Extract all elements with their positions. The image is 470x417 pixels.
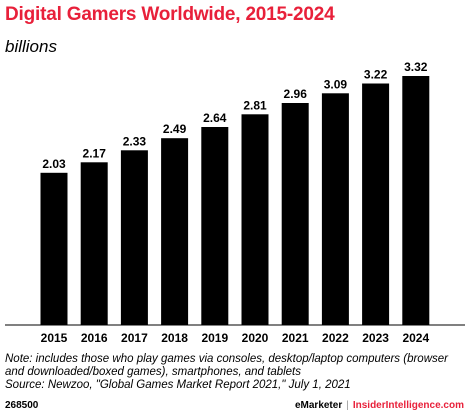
x-tick-label-2024: 2024 xyxy=(402,331,429,345)
bar-2022 xyxy=(321,93,349,326)
x-tick-label-2021: 2021 xyxy=(282,331,309,345)
x-tick-label-2017: 2017 xyxy=(121,331,148,345)
bar-2021 xyxy=(281,103,309,325)
chart-id: 268500 xyxy=(5,400,39,411)
x-tick-label-2019: 2019 xyxy=(201,331,228,345)
bar-2019 xyxy=(201,127,229,325)
x-tick-label-2015: 2015 xyxy=(41,331,68,345)
bar-value-label-2023: 3.22 xyxy=(364,68,388,82)
chart-note: Note: includes those who play games via … xyxy=(5,353,448,378)
bar-value-label-2017: 2.33 xyxy=(123,134,147,148)
brand-insider-intelligence: InsiderIntelligence.com xyxy=(352,400,464,411)
bar-2017 xyxy=(120,150,148,326)
bar-2020 xyxy=(241,114,269,326)
bar-value-label-2018: 2.49 xyxy=(163,122,187,136)
bar-2023 xyxy=(362,83,390,325)
bar-2018 xyxy=(161,138,189,325)
x-tick-label-2022: 2022 xyxy=(322,331,349,345)
x-tick-label-2023: 2023 xyxy=(362,331,389,345)
x-tick-label-2020: 2020 xyxy=(242,331,269,345)
bar-2016 xyxy=(80,162,108,326)
x-tick-label-2016: 2016 xyxy=(81,331,108,345)
x-tick-label-2018: 2018 xyxy=(161,331,188,345)
brand-emarketer: eMarketer xyxy=(294,400,343,411)
bar-2024 xyxy=(402,76,430,325)
chart-source: Source: Newzoo, "Global Games Market Rep… xyxy=(5,379,351,391)
chart-subtitle: billions xyxy=(5,37,57,56)
brand-separator: | xyxy=(346,400,349,411)
bar-value-label-2016: 2.17 xyxy=(83,146,107,160)
bars-layer xyxy=(40,76,430,326)
labels-layer: 2.03 2015 2.17 2016 2.33 2017 2.49 2018 2.64 2019… xyxy=(41,60,430,345)
bar-value-label-2020: 2.81 xyxy=(243,98,267,112)
bar-value-label-2022: 3.09 xyxy=(324,77,348,91)
bar-value-label-2024: 3.32 xyxy=(404,60,428,74)
chart-notes: Note: includes those who play games via … xyxy=(5,353,467,392)
chart-title: Digital Gamers Worldwide, 2015-2024 xyxy=(5,4,335,25)
bar-value-label-2019: 2.64 xyxy=(203,111,227,125)
bar-value-label-2015: 2.03 xyxy=(42,157,66,171)
bar-value-label-2021: 2.96 xyxy=(284,87,308,101)
footer-brand: eMarketer | InsiderIntelligence.com xyxy=(295,400,464,411)
bar-2015 xyxy=(40,172,68,325)
bar-chart: 2.03 2015 2.17 2016 2.33 2017 2.49 2018 2.64 2019… xyxy=(5,60,465,345)
